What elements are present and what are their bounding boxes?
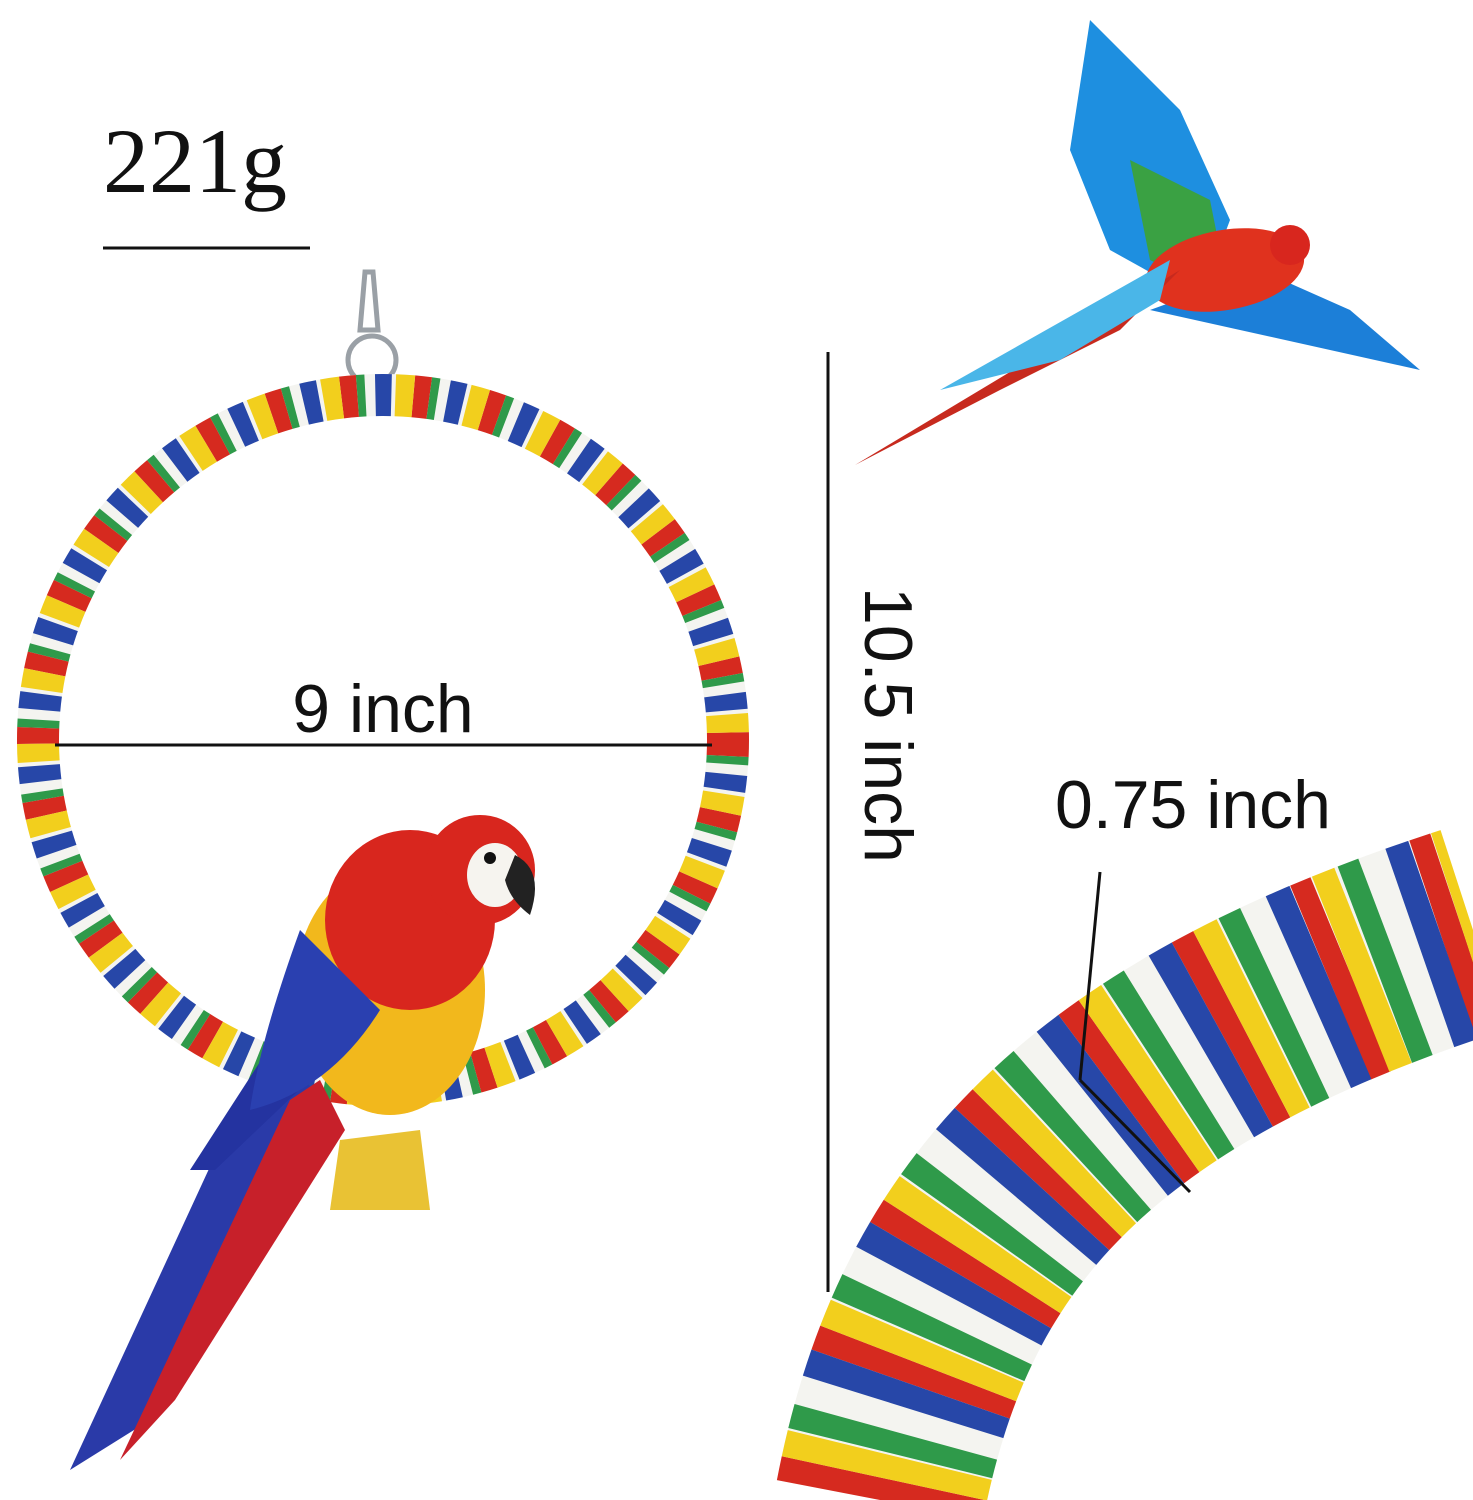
thickness-line [1078,1078,1192,1194]
thickness-label: 0.75 inch [1055,767,1331,843]
height-label: 10.5 inch [850,587,926,863]
flying-parrot [855,20,1420,465]
diameter-label: 9 inch [292,671,473,747]
perched-parrot [70,815,535,1470]
weight-label: 221g [103,110,287,212]
thickness-leader [1078,871,1102,1081]
rope-closeup [776,830,1473,1500]
